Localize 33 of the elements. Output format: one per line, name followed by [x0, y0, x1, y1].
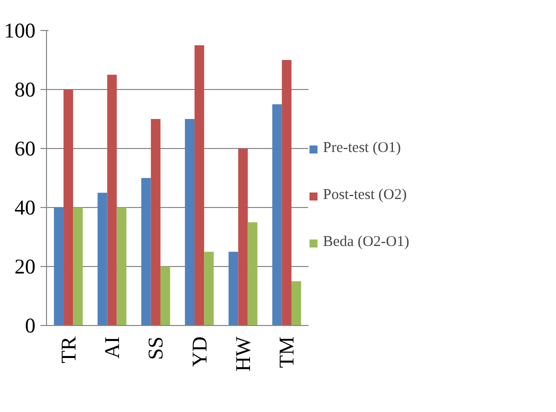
bar — [272, 104, 282, 326]
bar — [248, 222, 258, 326]
bar — [291, 281, 302, 326]
x-tick-label: YD — [187, 336, 212, 367]
y-tick-label: 80 — [14, 78, 36, 102]
y-tick-label: 40 — [14, 196, 36, 220]
legend-label: Beda (O2-O1) — [323, 234, 410, 251]
x-tick-label: TM — [274, 336, 299, 368]
bar — [107, 74, 117, 326]
bar — [64, 90, 74, 326]
x-tick-label: SS — [144, 336, 168, 360]
bar — [204, 252, 214, 326]
x-tick-label: HW — [231, 336, 255, 372]
bar — [282, 60, 292, 326]
bar — [228, 252, 238, 326]
legend-label: Pre-test (O1) — [323, 140, 402, 157]
bar — [116, 208, 126, 326]
bar — [150, 119, 160, 326]
y-tick-label: 60 — [14, 136, 36, 160]
bar — [238, 148, 248, 326]
bar — [194, 45, 204, 326]
bar — [73, 208, 83, 326]
bar — [184, 119, 195, 326]
y-tick-label: 0 — [25, 314, 36, 338]
bar — [141, 178, 151, 326]
bar — [160, 266, 170, 326]
legend-label: Post-test (O2) — [323, 187, 408, 204]
bar — [98, 192, 108, 326]
x-tick-label: AI — [100, 336, 124, 359]
bar — [54, 208, 64, 326]
y-tick-label: 20 — [14, 254, 36, 278]
x-tick-label: TR — [56, 336, 80, 364]
y-tick-label: 100 — [4, 18, 36, 42]
